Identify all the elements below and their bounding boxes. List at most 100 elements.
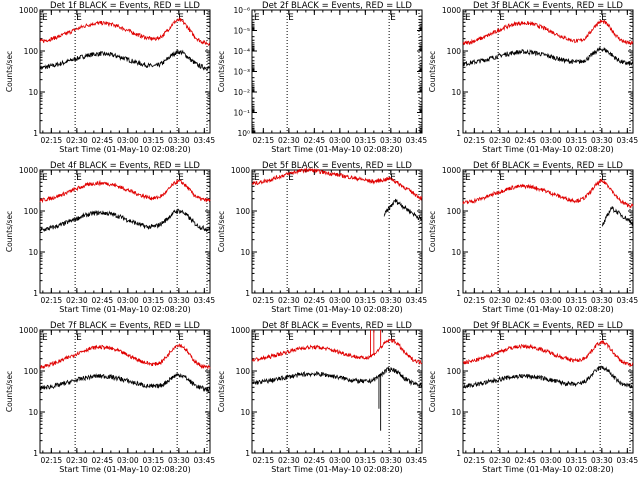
panel-title: Det 6f BLACK = Events, RED = LLD (473, 161, 623, 171)
x-tick-label: 03:30 (591, 456, 613, 465)
series-lld (462, 19, 634, 46)
y-axis-label: Counts/sec (5, 211, 14, 252)
x-tick-label: 03:30 (591, 136, 613, 145)
plot-frame (39, 329, 211, 454)
x-tick-label: 03:15 (566, 456, 588, 465)
series-events (39, 208, 211, 233)
x-tick-label: 03:15 (355, 456, 377, 465)
panel-det-5f: Det 5f BLACK = Events, RED = LLD 1 10 100 10… (217, 161, 427, 314)
x-tick-label: 02:15 (253, 296, 275, 305)
x-tick-label: 03:30 (168, 456, 190, 465)
y-tick-label: 1 (456, 449, 461, 458)
panel-title: Det 1f BLACK = Events, RED = LLD (50, 1, 200, 11)
interval-marker-label: E (390, 333, 396, 343)
y-tick-label: 1000 (231, 326, 250, 335)
plot-frame (251, 329, 423, 454)
x-tick-label: 02:15 (464, 296, 486, 305)
series-events (39, 372, 211, 394)
y-tick-label: 1 (456, 129, 461, 138)
panel-title: Det 9f BLACK = Events, RED = LLD (473, 321, 623, 331)
panel-det-9f: Det 9f BLACK = Events, RED = LLD 1 10 100 10… (428, 321, 638, 474)
x-axis-label: Start Time (01-May-10 02:08:20) (59, 145, 190, 154)
x-tick-label: 02:30 (278, 456, 300, 465)
panel-det-6f: Det 6f BLACK = Events, RED = LLD 1 10 100 10… (428, 161, 638, 314)
x-axis-label: Start Time (01-May-10 02:08:20) (482, 305, 613, 314)
y-tick-label: 10 (451, 408, 461, 417)
x-tick-label: 02:15 (464, 456, 486, 465)
y-tick-label: 100 (24, 367, 39, 376)
interval-marker-label: E (601, 173, 607, 183)
y-tick-label: 1000 (442, 6, 461, 15)
panel-det-2f: Det 2f BLACK = Events, RED = LLD 10⁰ 10⁻¹ 1… (217, 1, 427, 154)
y-tick-label: 1 (33, 289, 38, 298)
x-tick-label: 03:30 (380, 296, 402, 305)
plot-frame (251, 9, 423, 134)
x-tick-label: 02:30 (489, 136, 511, 145)
interval-marker-label: E (499, 333, 505, 343)
x-tick-label: 02:15 (253, 456, 275, 465)
x-tick-label: 02:45 (515, 456, 537, 465)
plot-frame (39, 169, 211, 294)
x-tick-label: 02:30 (66, 456, 88, 465)
interval-marker-label: E (76, 13, 82, 23)
x-tick-label: 03:00 (117, 136, 139, 145)
x-tick-label: 03:00 (117, 296, 139, 305)
x-tick-label: 02:30 (278, 136, 300, 145)
y-tick-label: 10 (451, 88, 461, 97)
y-tick-label: 10 (28, 408, 38, 417)
x-tick-label: 02:45 (304, 136, 326, 145)
series-lld (39, 17, 210, 47)
marker-label-left: E (254, 333, 260, 343)
marker-label-left: E (42, 173, 48, 183)
panel-det-8f: Det 8f BLACK = Events, RED = LLD 1 10 100 10… (217, 321, 427, 474)
y-tick-label: 10 (240, 248, 250, 257)
y-tick-label: 100 (236, 207, 251, 216)
y-tick-label: 1 (33, 129, 38, 138)
y-tick-label: 10 (240, 408, 250, 417)
panel-title: Det 4f BLACK = Events, RED = LLD (50, 161, 200, 171)
y-tick-label: 1 (33, 449, 38, 458)
series-events (383, 198, 423, 222)
x-tick-label: 02:30 (66, 296, 88, 305)
x-tick-label: 03:45 (194, 456, 216, 465)
series-events (251, 366, 423, 388)
x-tick-label: 03:30 (380, 456, 402, 465)
y-tick-label: 1 (245, 449, 250, 458)
marker-label-left: E (465, 333, 471, 343)
y-axis-label: Counts/sec (217, 371, 226, 412)
plot-frame (39, 9, 211, 134)
x-tick-label: 03:00 (540, 296, 562, 305)
plot-frame (251, 169, 423, 294)
y-tick-label: 100 (236, 367, 251, 376)
x-axis-label: Start Time (01-May-10 02:08:20) (59, 465, 190, 474)
interval-marker-label: E (601, 13, 607, 23)
y-tick-label: 10⁻¹ (233, 109, 250, 118)
panel-det-4f: Det 4f BLACK = Events, RED = LLD 1 10 100 10… (5, 161, 215, 314)
y-tick-label: 10⁻⁴ (233, 47, 250, 56)
interval-marker-label: E (390, 13, 396, 23)
x-tick-label: 03:30 (591, 296, 613, 305)
y-tick-label: 1000 (442, 166, 461, 175)
y-tick-label: 10⁻² (233, 88, 250, 97)
panel-det-3f: Det 3f BLACK = Events, RED = LLD 1 10 100 10… (428, 1, 638, 154)
interval-marker-label: E (178, 333, 184, 343)
x-tick-label: 02:15 (41, 456, 63, 465)
interval-marker-label: E (390, 173, 396, 183)
x-tick-label: 03:30 (168, 136, 190, 145)
x-tick-label: 02:45 (515, 296, 537, 305)
series-events (462, 365, 634, 389)
panel-det-1f: Det 1f BLACK = Events, RED = LLD 1 10 100 10… (5, 1, 215, 154)
y-tick-label: 1 (456, 289, 461, 298)
x-tick-label: 02:45 (304, 296, 326, 305)
x-axis-label: Start Time (01-May-10 02:08:20) (271, 305, 402, 314)
panel-det-7f: Det 7f BLACK = Events, RED = LLD 1 10 100 10… (5, 321, 215, 474)
y-tick-label: 1000 (19, 326, 38, 335)
x-axis-label: Start Time (01-May-10 02:08:20) (482, 145, 613, 154)
interval-marker-label: E (288, 13, 294, 23)
x-tick-label: 02:15 (41, 136, 63, 145)
interval-marker-label: E (76, 173, 82, 183)
x-tick-label: 03:00 (540, 456, 562, 465)
series-lld (251, 167, 423, 201)
x-axis-label: Start Time (01-May-10 02:08:20) (482, 465, 613, 474)
